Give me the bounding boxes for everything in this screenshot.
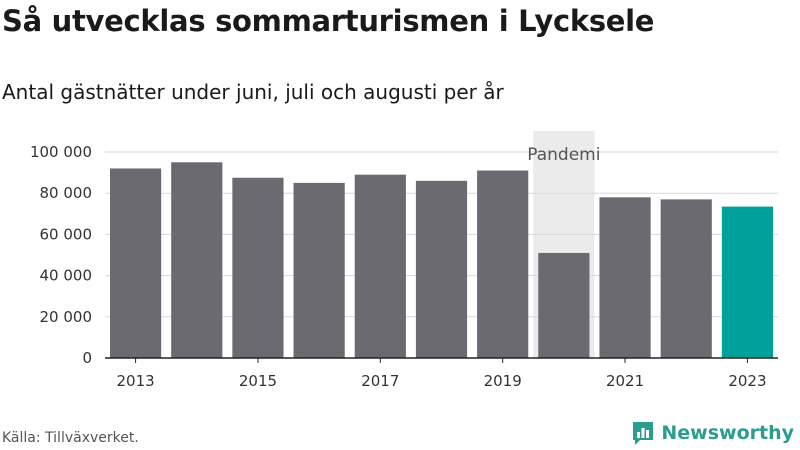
y-tick-label: 0 xyxy=(82,349,92,367)
x-tick-label: 2013 xyxy=(116,372,154,390)
bar-2023 xyxy=(721,206,773,358)
y-tick-label: 40 000 xyxy=(40,267,93,285)
bar-2019 xyxy=(477,170,529,358)
bar-2013 xyxy=(110,168,162,358)
bar-2020 xyxy=(538,252,590,358)
x-tick-label: 2017 xyxy=(361,372,399,390)
chart-title: Så utvecklas sommarturismen i Lycksele xyxy=(2,4,655,38)
source-note: Källa: Tillväxverket. xyxy=(2,430,139,446)
bar-2018 xyxy=(415,180,468,358)
bar-2015 xyxy=(232,177,284,358)
bar-2021 xyxy=(599,197,651,358)
bar-2016 xyxy=(293,182,345,358)
bar-2022 xyxy=(660,199,712,358)
x-tick-label: 2019 xyxy=(484,372,522,390)
y-tick-label: 100 000 xyxy=(30,143,92,161)
newsworthy-logo-icon xyxy=(633,422,654,445)
bar-2017 xyxy=(354,174,406,358)
y-tick-label: 20 000 xyxy=(40,308,93,326)
x-tick-label: 2021 xyxy=(606,372,644,390)
brand-name: Newsworthy xyxy=(661,422,794,444)
x-tick-label: 2015 xyxy=(239,372,277,390)
chart-subtitle: Antal gästnätter under juni, juli och au… xyxy=(2,80,504,104)
brand-logo: Newsworthy xyxy=(631,420,794,446)
y-tick-label: 60 000 xyxy=(40,225,93,243)
annotation-label: Pandemi xyxy=(527,145,600,165)
x-tick-label: 2023 xyxy=(728,372,766,390)
bar-2014 xyxy=(171,162,223,358)
bar-chart: Pandemi 0 20 000 40 000 60 000 80 000 100 000 2… xyxy=(30,131,778,390)
y-tick-label: 80 000 xyxy=(40,184,93,202)
